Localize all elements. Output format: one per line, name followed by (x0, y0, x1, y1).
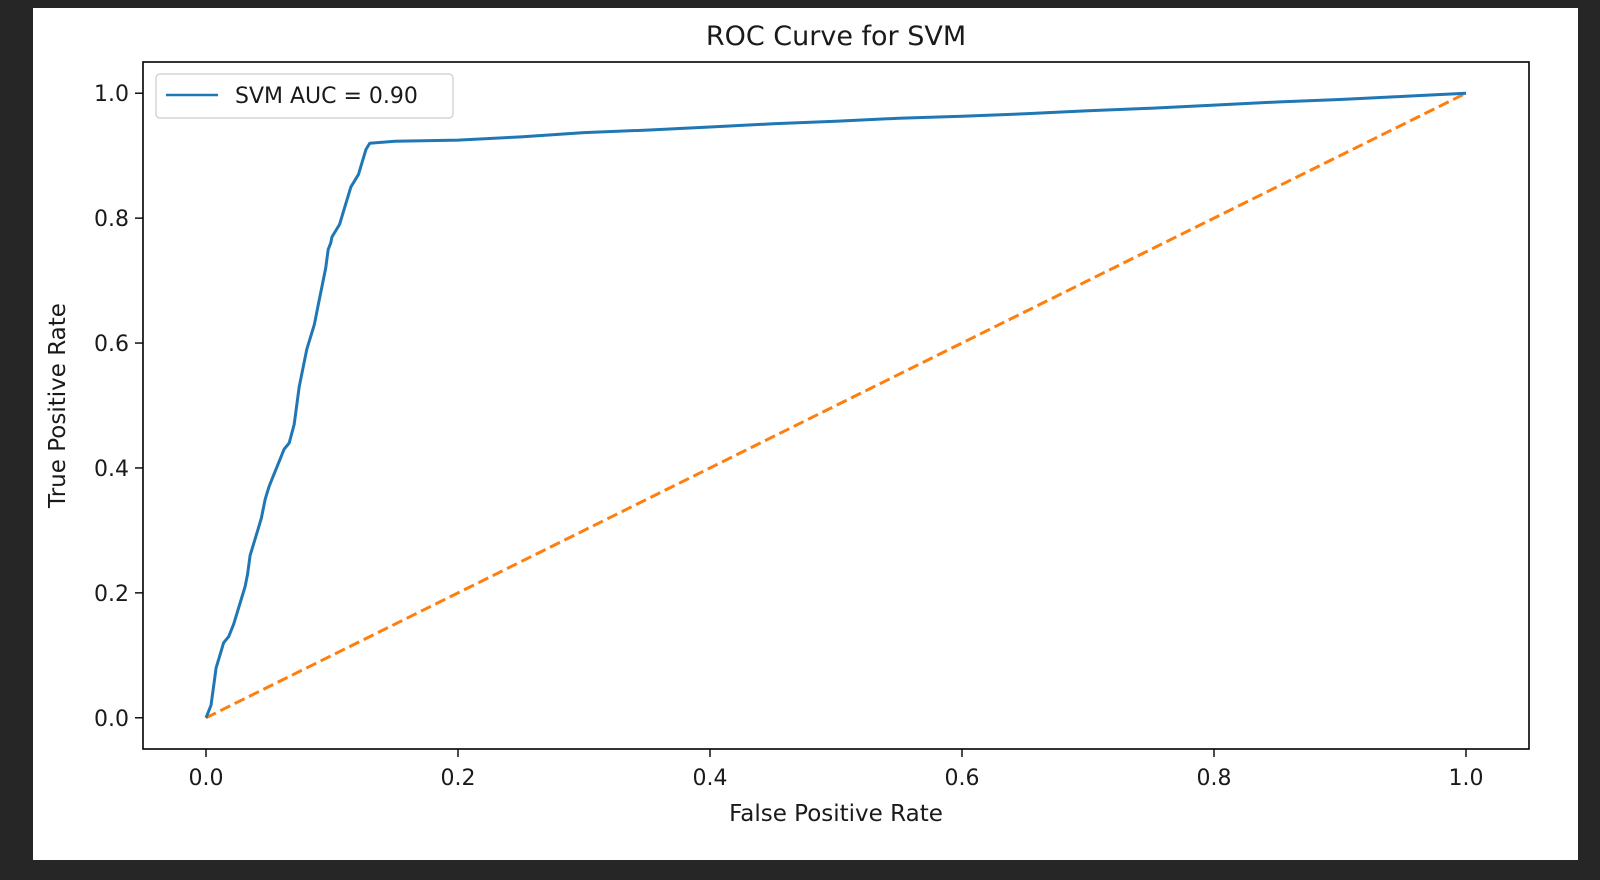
plot-area-border (142, 61, 1530, 750)
x-axis-label: False Positive Rate (729, 801, 943, 827)
series-line-chance-diagonal (205, 91, 1467, 720)
chart-title: ROC Curve for SVM (706, 21, 966, 52)
legend: SVM AUC = 0.90 (155, 73, 454, 119)
x-tick-label: 0.4 (693, 766, 728, 791)
y-axis-ticks: 0.0 0.2 0.4 0.6 0.8 1.0 (94, 82, 143, 732)
series-line-svm (204, 91, 1467, 719)
y-tick-label: 0.4 (94, 457, 129, 482)
y-tick-label: 1.0 (94, 82, 129, 107)
legend-label-svm: SVM AUC = 0.90 (235, 84, 418, 109)
y-tick-label: 0.6 (94, 332, 129, 357)
x-tick-label: 0.6 (945, 766, 980, 791)
y-tick-label: 0.8 (94, 207, 129, 232)
x-tick-label: 0.0 (189, 766, 224, 791)
x-tick-label: 0.8 (1197, 766, 1232, 791)
y-tick-label: 0.0 (94, 707, 129, 732)
x-tick-label: 1.0 (1449, 766, 1484, 791)
y-tick-label: 0.2 (94, 582, 129, 607)
figure-frame: ROC Curve for SVM 0.0 0.2 0.4 0.6 0.8 1.0 0.0… (33, 8, 1578, 860)
x-axis-ticks: 0.0 0.2 0.4 0.6 0.8 1.0 (189, 749, 1484, 791)
plot-lines (204, 91, 1467, 720)
y-axis-label: True Positive Rate (45, 303, 71, 509)
x-tick-label: 0.2 (441, 766, 476, 791)
legend-box (155, 73, 454, 119)
roc-chart: ROC Curve for SVM 0.0 0.2 0.4 0.6 0.8 1.0 0.0… (45, 21, 1530, 827)
